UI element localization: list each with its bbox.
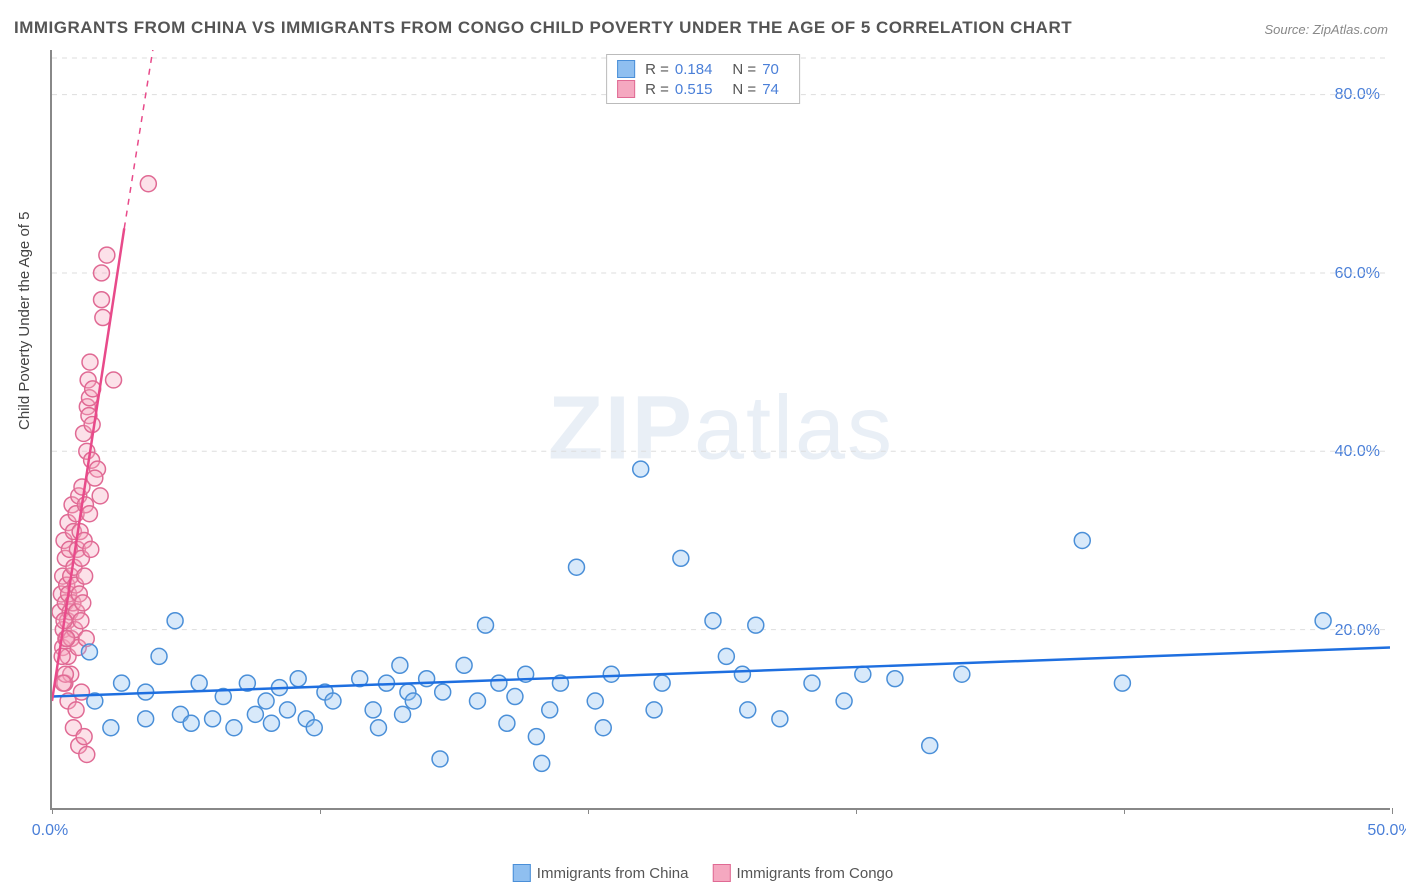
plot-svg <box>52 50 1390 808</box>
xtick-mark <box>1124 808 1125 814</box>
y-axis-label: Child Poverty Under the Age of 5 <box>16 212 33 430</box>
xtick-mark <box>588 808 589 814</box>
xtick-last: 50.0% <box>1367 822 1406 840</box>
xtick-mark <box>320 808 321 814</box>
chart-title: IMMIGRANTS FROM CHINA VS IMMIGRANTS FROM… <box>14 18 1072 38</box>
xtick-mark <box>1392 808 1393 814</box>
xtick-mark <box>856 808 857 814</box>
legend-stats-row-a: R = 0.184 N = 70 <box>617 59 789 79</box>
source-label: Source: ZipAtlas.com <box>1264 22 1388 37</box>
legend-item-china: Immigrants from China <box>513 864 689 882</box>
legend-stats: R = 0.184 N = 70 R = 0.515 N = 74 <box>606 54 800 104</box>
legend-item-congo: Immigrants from Congo <box>713 864 894 882</box>
xtick-mark <box>52 808 53 814</box>
legend-swatch-congo <box>713 864 731 882</box>
legend-swatch-b <box>617 80 635 98</box>
legend-stats-row-b: R = 0.515 N = 74 <box>617 79 789 99</box>
legend-swatch-china <box>513 864 531 882</box>
legend-swatch-a <box>617 60 635 78</box>
xtick-first: 0.0% <box>32 822 68 840</box>
legend-series: Immigrants from China Immigrants from Co… <box>513 864 893 882</box>
plot-area: ZIPatlas 20.0%40.0%60.0%80.0% <box>50 50 1390 810</box>
